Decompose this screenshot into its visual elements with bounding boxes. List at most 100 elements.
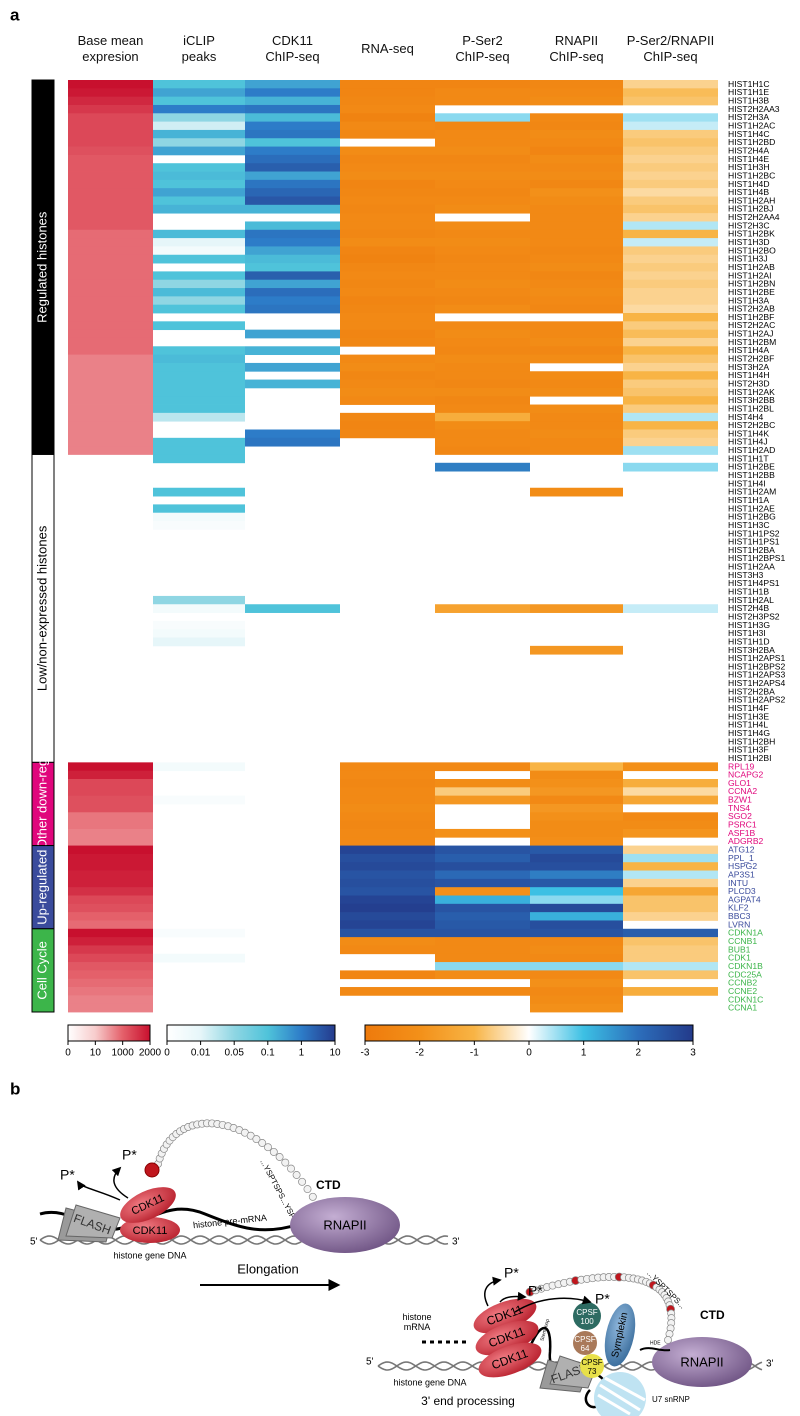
gene-label: HIST1H4E bbox=[728, 154, 769, 164]
heat-cell bbox=[68, 837, 153, 846]
heat-cell bbox=[435, 346, 530, 356]
heat-cell bbox=[153, 163, 245, 172]
heat-cell bbox=[435, 604, 530, 613]
color-legend bbox=[67, 1024, 151, 1042]
heat-cell bbox=[245, 163, 340, 172]
heat-cell bbox=[340, 379, 435, 389]
heat-cell bbox=[530, 379, 623, 389]
heat-cell bbox=[530, 903, 623, 913]
heat-cell bbox=[68, 396, 153, 405]
ctd-bead bbox=[298, 1177, 307, 1186]
heat-cell bbox=[623, 762, 718, 772]
heat-cell bbox=[68, 121, 153, 131]
heat-cell bbox=[340, 304, 435, 314]
symplekin bbox=[604, 1303, 636, 1367]
gene-label: HIST2H2AB bbox=[728, 304, 775, 314]
heat-cell bbox=[340, 213, 435, 222]
heat-cell bbox=[153, 362, 245, 372]
heat-cell bbox=[245, 271, 340, 281]
gene-label: HIST2H3PS2 bbox=[728, 611, 780, 621]
heat-cell bbox=[435, 828, 530, 838]
heat-cell bbox=[435, 887, 530, 896]
heat-cell bbox=[623, 213, 718, 222]
heat-cell bbox=[435, 903, 530, 913]
heat-cell bbox=[530, 288, 623, 297]
heat-cell bbox=[435, 912, 530, 921]
heat-cell bbox=[623, 188, 718, 197]
heat-cell bbox=[245, 263, 340, 272]
heat-cell bbox=[68, 928, 153, 938]
heat-cell bbox=[530, 803, 623, 813]
heat-cell bbox=[435, 196, 530, 206]
cpsf73 bbox=[580, 1354, 604, 1378]
heat-cell bbox=[623, 263, 718, 272]
gene-label: ATG12 bbox=[728, 844, 755, 854]
heat-cell bbox=[153, 80, 245, 89]
group-label: Other down-reg bbox=[34, 759, 49, 849]
heat-cell bbox=[153, 504, 245, 514]
heat-cell bbox=[530, 828, 623, 838]
gene-label: PSRC1 bbox=[728, 820, 757, 830]
heat-cell bbox=[68, 104, 153, 114]
heat-cell bbox=[245, 138, 340, 147]
heat-cell bbox=[530, 129, 623, 139]
ctd-bead bbox=[252, 1135, 261, 1144]
gene-label: ASF1B bbox=[728, 828, 755, 838]
heat-cell bbox=[68, 371, 153, 380]
heat-cell bbox=[530, 279, 623, 289]
gene-label: HIST1H2AC bbox=[728, 121, 775, 131]
heat-cell bbox=[435, 878, 530, 888]
heat-cell bbox=[435, 421, 530, 430]
heat-cell bbox=[435, 88, 530, 98]
gene-label: HIST1H4A bbox=[728, 345, 769, 355]
heat-cell bbox=[68, 321, 153, 331]
gene-label: HIST1H4F bbox=[728, 703, 769, 713]
heat-cell bbox=[623, 329, 718, 339]
gene-label: HIST1H4K bbox=[728, 428, 769, 438]
heat-cell bbox=[153, 604, 245, 613]
heat-cell bbox=[340, 188, 435, 197]
heat-cell bbox=[623, 862, 718, 871]
gene-label: HIST1H2APS2 bbox=[728, 695, 786, 705]
gene-label: HIST1H3I bbox=[728, 628, 766, 638]
heat-cell bbox=[623, 138, 718, 147]
gene-label: CDC25A bbox=[728, 969, 762, 979]
heat-cell bbox=[340, 263, 435, 272]
heat-cell bbox=[340, 787, 435, 797]
cpsf100 bbox=[573, 1302, 601, 1330]
arrow bbox=[76, 1180, 121, 1201]
gene-label: HIST1H2BG bbox=[728, 512, 776, 522]
gene-label: HIST1H4L bbox=[728, 720, 768, 730]
heat-cell bbox=[153, 204, 245, 214]
heat-cell bbox=[153, 246, 245, 256]
heat-cell bbox=[68, 853, 153, 863]
gene-label: CDKN1A bbox=[728, 928, 763, 938]
heat-cell bbox=[623, 903, 718, 913]
heat-cell bbox=[435, 154, 530, 164]
heat-cell bbox=[623, 953, 718, 963]
heat-cell bbox=[530, 263, 623, 272]
legend-tick-label: 1 bbox=[581, 1048, 587, 1059]
heat-cell bbox=[435, 429, 530, 439]
column-header: RNAPII ChIP-seq bbox=[549, 33, 604, 64]
heat-cell bbox=[340, 887, 435, 896]
cpsf64 bbox=[573, 1331, 597, 1355]
heat-cell bbox=[623, 88, 718, 98]
heat-cell bbox=[340, 88, 435, 98]
heat-cell bbox=[623, 987, 718, 996]
gene-label: PPL_1 bbox=[728, 853, 754, 863]
heat-cell bbox=[245, 221, 340, 231]
heat-cell bbox=[530, 812, 623, 822]
heat-cell bbox=[245, 104, 340, 114]
heat-cell bbox=[340, 845, 435, 855]
heat-cell bbox=[340, 912, 435, 921]
flash: FLASH bbox=[539, 1355, 597, 1393]
heat-cell bbox=[435, 138, 530, 147]
heat-cell bbox=[623, 604, 718, 613]
heat-cell bbox=[530, 346, 623, 356]
heat-cell bbox=[530, 779, 623, 788]
ctd-label: CTD bbox=[700, 1308, 725, 1322]
heat-cell bbox=[623, 179, 718, 189]
heat-cell bbox=[530, 446, 623, 455]
heat-cell bbox=[153, 179, 245, 189]
